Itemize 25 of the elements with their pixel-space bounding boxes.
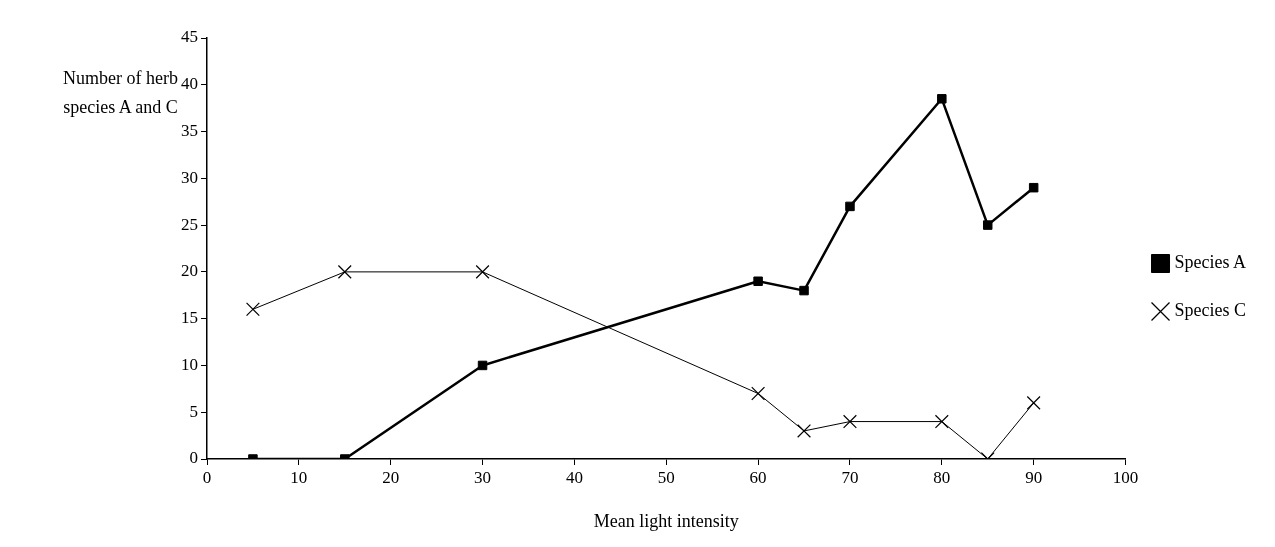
- x-tick-label: 30: [474, 467, 492, 487]
- x-axis-title: Mean light intensity: [593, 510, 739, 531]
- y-tick-label: 45: [181, 27, 198, 47]
- x-tick-label: 70: [841, 467, 859, 487]
- y-tick-label: 40: [181, 74, 198, 94]
- y-tick-label: 35: [181, 121, 198, 141]
- y-tick-label: 15: [181, 308, 198, 328]
- y-tick-label: 10: [181, 354, 198, 374]
- y-tick-label: 0: [189, 448, 198, 468]
- x-tick-label: 20: [382, 467, 400, 487]
- legend-label: Species A: [1174, 252, 1247, 273]
- y-axis-title: Number of herb species A and C: [63, 67, 178, 119]
- x-tick-label: 40: [565, 467, 583, 487]
- x-tick-label: 80: [933, 467, 951, 487]
- y-tick-label: 30: [181, 167, 198, 187]
- legend-label: Species C: [1174, 300, 1247, 321]
- y-tick-label: 5: [189, 401, 198, 421]
- y-tick-label: 25: [181, 214, 198, 234]
- y-tick-label: 20: [181, 261, 198, 281]
- x-tick-label: 10: [290, 467, 308, 487]
- x-tick-label: 60: [749, 467, 767, 487]
- x-tick-label: 100: [1112, 467, 1139, 487]
- x-tick-label: 90: [1025, 467, 1043, 487]
- x-tick-label: 0: [202, 467, 212, 487]
- x-tick-label: 50: [657, 467, 675, 487]
